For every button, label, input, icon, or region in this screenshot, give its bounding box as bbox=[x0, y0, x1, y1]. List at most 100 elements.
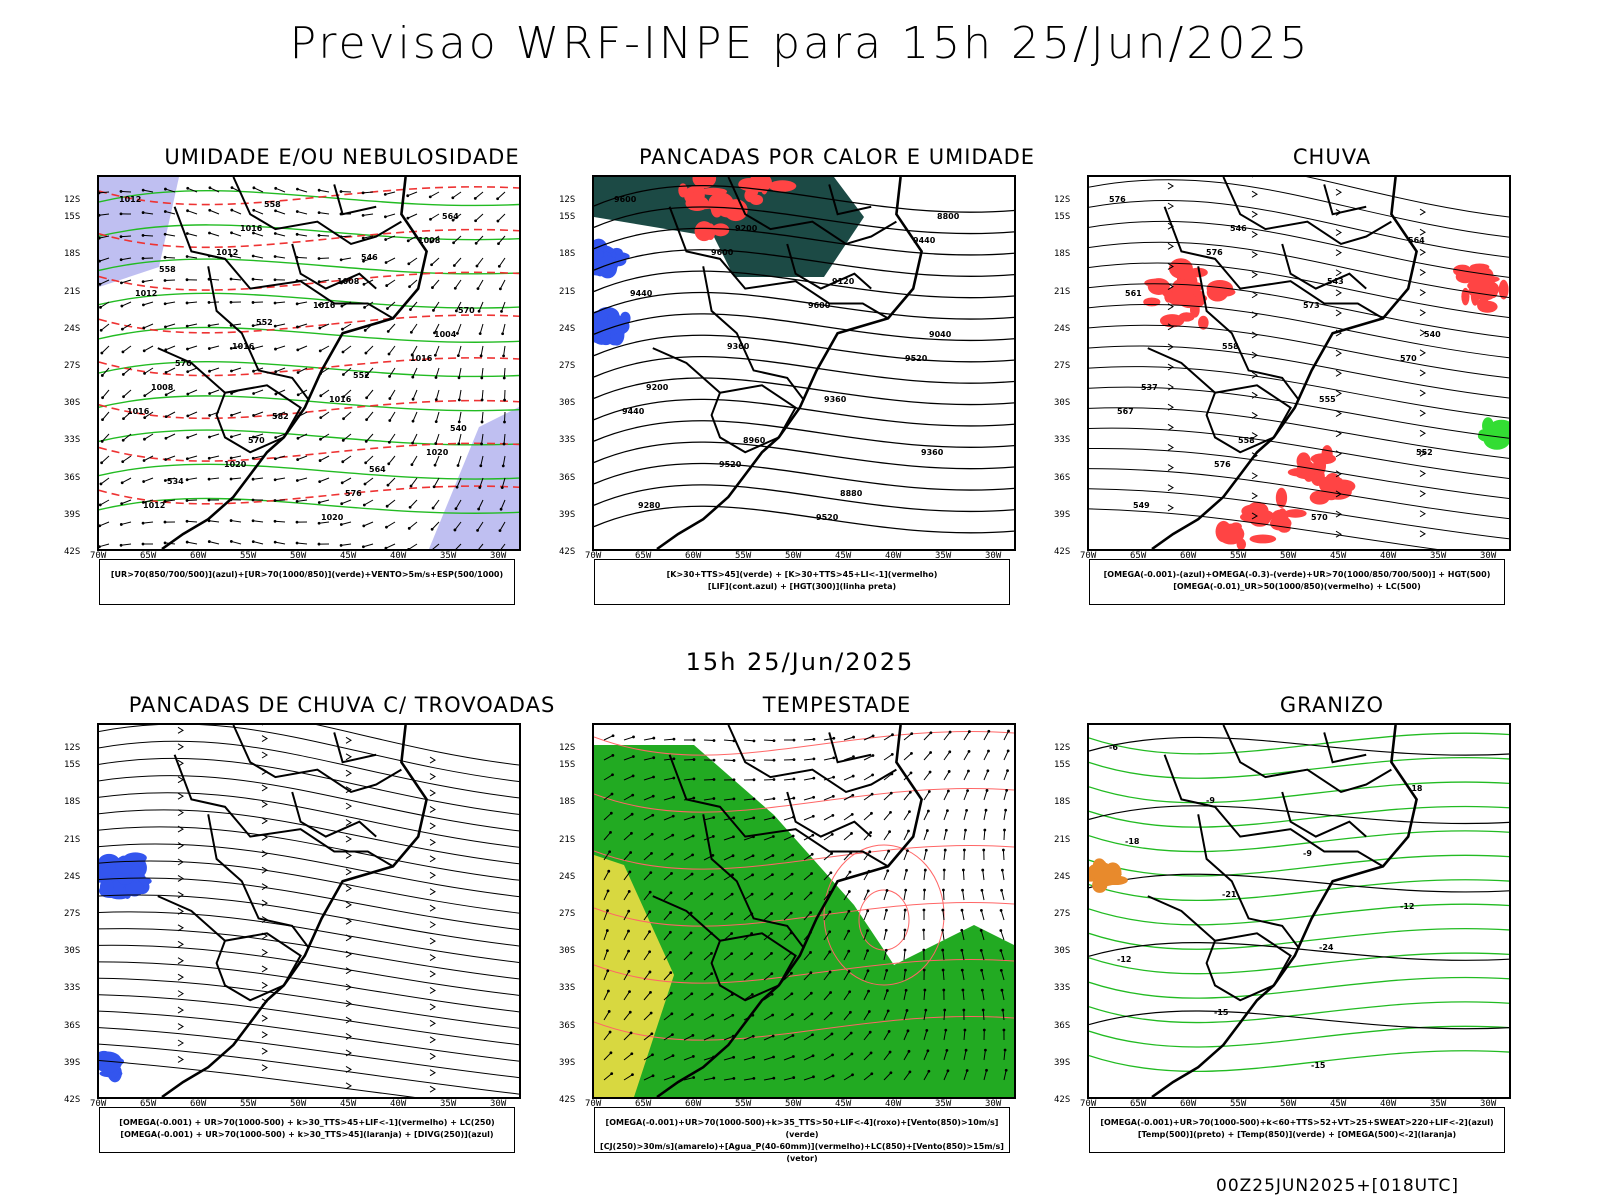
contour-labels: 576 576 573 570 567 576 570 564 561 558 555 552 549 5… bbox=[1109, 195, 1441, 522]
map-frame: 576 576 573 570 567 576 570 564 561 558 555 552 549 5… bbox=[1087, 175, 1511, 551]
contour-label: 561 bbox=[1125, 289, 1142, 298]
longitude-label: 50W bbox=[290, 1099, 307, 1109]
panel-title: CHUVA bbox=[1292, 145, 1372, 169]
longitude-label: 65W bbox=[1130, 551, 1147, 561]
panel-title: GRANIZO bbox=[1279, 693, 1385, 717]
contour-label: 8960 bbox=[743, 436, 766, 445]
latitude-label: 27S bbox=[1054, 361, 1071, 371]
contour-label: 9520 bbox=[719, 460, 742, 469]
latitude-label: 42S bbox=[1054, 547, 1071, 557]
mid-subtitle: 15h 25/Jun/2025 bbox=[685, 648, 915, 676]
contour-label: 9280 bbox=[638, 501, 661, 510]
state-border bbox=[207, 266, 310, 401]
latitude-label: 33S bbox=[64, 983, 81, 994]
state-border bbox=[215, 384, 302, 454]
panel-legend: [OMEGA(-0.001) + UR>70(1000-500) + k>30_… bbox=[99, 1107, 515, 1153]
panel-legend: [OMEGA(-0.001)-(azul)+OMEGA(-0.3)-(verde… bbox=[1089, 559, 1505, 605]
contour-label: 558 bbox=[159, 265, 176, 274]
state-border bbox=[786, 791, 872, 838]
longitude-label: 30W bbox=[985, 551, 1002, 561]
contour-label: -18 bbox=[1125, 837, 1140, 846]
latitude-label: 18S bbox=[1054, 797, 1071, 808]
legend-line: [CJ(250)>30m/s](amarelo)+[Agua_P(40-60mm… bbox=[600, 1142, 1004, 1163]
contour-label: 1016 bbox=[232, 342, 255, 351]
coastline bbox=[161, 177, 428, 549]
longitude-label: 35W bbox=[1430, 551, 1447, 561]
main-title: Previsao WRF-INPE para 15h 25/Jun/2025 bbox=[289, 18, 1311, 69]
contour-label: 1016 bbox=[127, 407, 150, 416]
map-panel: GRANIZO -6 -9 -9 -12 -12 -15 -15 -18 -18 -21 -24 12S… bbox=[1054, 693, 1572, 1183]
state-border bbox=[1163, 206, 1384, 320]
contour-label: 558 bbox=[1238, 436, 1255, 445]
state-border bbox=[333, 732, 377, 764]
weather-map: -6 -9 -9 -12 -12 -15 -15 -18 -18 -21 -24 bbox=[1089, 725, 1509, 1097]
state-border bbox=[173, 206, 394, 320]
convection-red-area bbox=[678, 177, 748, 242]
longitude-label: 60W bbox=[1180, 1099, 1197, 1109]
contour-label: 558 bbox=[1222, 342, 1239, 351]
contour-label: 576 bbox=[345, 489, 362, 498]
map-panel: PANCADAS DE CHUVA C/ TROVOADAS 12S 15S 18S 2… bbox=[64, 693, 582, 1183]
legend-line: [K>30+TTS>45](verde) + [K>30+TTS>45+LI<-… bbox=[666, 570, 938, 579]
contour-label: 576 bbox=[1214, 460, 1231, 469]
longitude-label: 55W bbox=[735, 551, 752, 561]
map-frame: 9600 9600 9600 9520 9440 9520 9520 9440 9440 9360… bbox=[592, 175, 1016, 551]
state-border bbox=[668, 206, 889, 320]
state-border bbox=[1205, 932, 1292, 1002]
contour-label: 540 bbox=[1424, 330, 1441, 339]
latitude-label: 24S bbox=[1054, 323, 1071, 334]
contour-label: 555 bbox=[1319, 395, 1336, 404]
run-footer: 00Z25JUN2025+[018UTC] bbox=[1216, 1176, 1460, 1196]
longitude-label: 30W bbox=[985, 1099, 1002, 1109]
longitude-label: 50W bbox=[1280, 551, 1297, 561]
latitude-label: 30S bbox=[559, 398, 576, 409]
latitude-label: 15S bbox=[64, 212, 81, 223]
longitude-label: 55W bbox=[1230, 551, 1247, 561]
weather-map bbox=[99, 725, 519, 1097]
low-pressure-contour bbox=[858, 889, 910, 951]
map-frame bbox=[592, 723, 1016, 1099]
state-border bbox=[1323, 732, 1367, 764]
contour-label: 570 bbox=[1400, 354, 1417, 363]
latitude-label: 12S bbox=[1054, 743, 1071, 753]
contour-label: 9600 bbox=[614, 195, 637, 204]
contour-label: 576 bbox=[175, 359, 192, 368]
latitude-label: 15S bbox=[1054, 760, 1071, 771]
state-border bbox=[215, 932, 302, 1002]
latitude-label: 42S bbox=[1054, 1095, 1071, 1105]
latitude-label: 30S bbox=[64, 946, 81, 957]
contour-label: 1008 bbox=[337, 277, 360, 286]
contour-label: 1008 bbox=[418, 236, 441, 245]
longitude-label: 40W bbox=[1380, 551, 1397, 561]
contour-label: 9040 bbox=[929, 330, 952, 339]
contour-label: 576 bbox=[1109, 195, 1126, 204]
latitude-label: 27S bbox=[64, 361, 81, 371]
longitude-label: 60W bbox=[685, 1099, 702, 1109]
latitude-label: 12S bbox=[64, 743, 81, 753]
contour-lines bbox=[594, 184, 1014, 534]
state-border bbox=[1147, 347, 1216, 394]
contour-label: 9440 bbox=[913, 236, 936, 245]
contour-label: 1016 bbox=[313, 301, 336, 310]
longitude-label: 45W bbox=[835, 551, 852, 561]
state-border bbox=[1197, 814, 1300, 949]
state-border bbox=[702, 266, 805, 401]
latitude-label: 33S bbox=[1054, 983, 1071, 994]
longitude-label: 65W bbox=[635, 1099, 652, 1109]
longitude-label: 70W bbox=[585, 551, 602, 561]
latitude-label: 36S bbox=[64, 472, 81, 483]
longitude-label: 70W bbox=[90, 551, 107, 561]
contour-label: -9 bbox=[1206, 796, 1215, 805]
contour-label: 1020 bbox=[224, 460, 247, 469]
latitude-label: 15S bbox=[559, 760, 576, 771]
state-border bbox=[668, 754, 889, 868]
longitude-label: 35W bbox=[440, 551, 457, 561]
latitude-label: 36S bbox=[559, 1020, 576, 1031]
contour-labels: 1012 1012 1016 1016 1016 1020 1020 1008 1012 1016… bbox=[119, 195, 475, 522]
contour-label: 570 bbox=[1311, 513, 1328, 522]
state-border bbox=[157, 347, 226, 394]
contour-label: 9520 bbox=[816, 513, 839, 522]
contour-label: 549 bbox=[1133, 501, 1150, 510]
state-border bbox=[710, 932, 797, 1002]
state-border bbox=[207, 814, 310, 949]
